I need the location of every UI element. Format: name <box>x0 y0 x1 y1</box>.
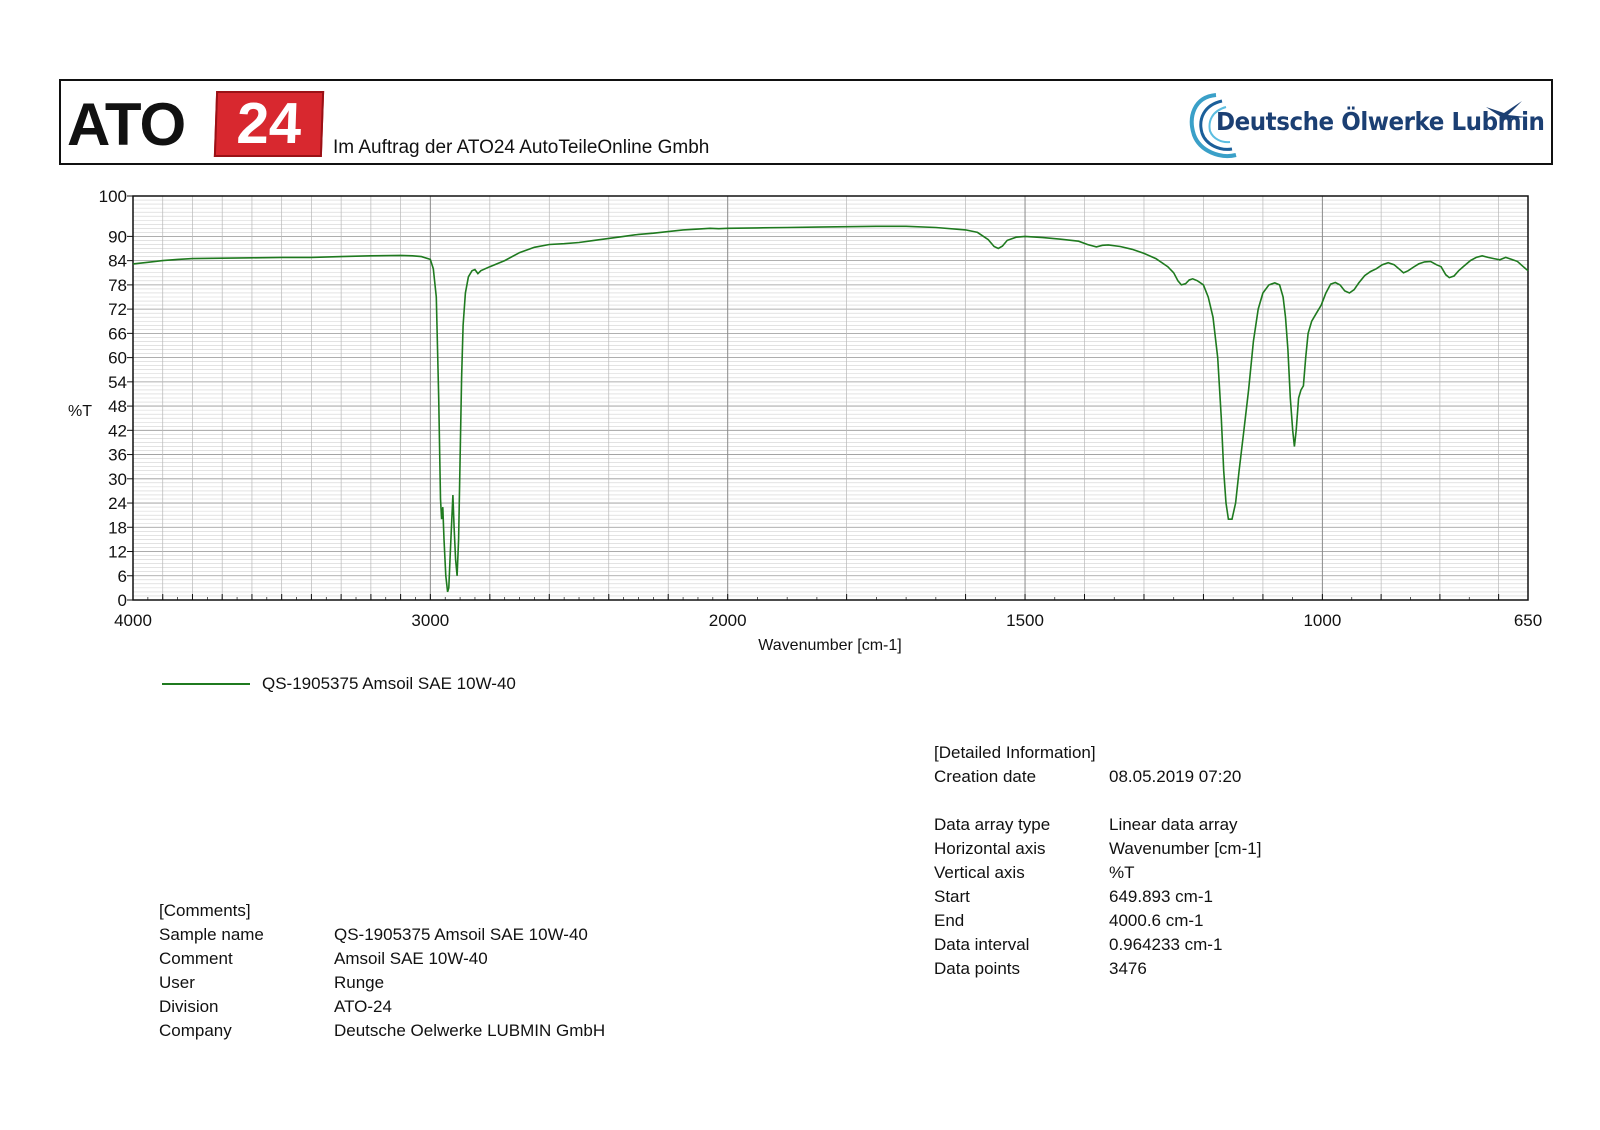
chart-grid-major <box>133 196 1528 600</box>
comments-row: Sample name QS-1905375 Amsoil SAE 10W-40 <box>159 923 659 947</box>
dolw-logo: Deutsche Ölwerke Lubmin <box>1186 87 1545 161</box>
details-row: Data array type Linear data array <box>934 813 1354 837</box>
legend-swatch <box>162 683 250 685</box>
y-tick-label: 90 <box>108 227 127 246</box>
comments-value: QS-1905375 Amsoil SAE 10W-40 <box>334 925 588 944</box>
comments-value: Amsoil SAE 10W-40 <box>334 949 488 968</box>
comments-key: Division <box>159 997 219 1016</box>
x-tick-label: 2000 <box>709 611 747 630</box>
chart-ticks <box>127 195 1500 601</box>
details-value: 08.05.2019 07:20 <box>1109 767 1242 786</box>
x-tick-label: 1000 <box>1303 611 1341 630</box>
ato-logo-number: 24 <box>213 91 325 157</box>
ir-spectrum-chart: 0 6 12 18 24 30 36 42 48 54 60 66 72 78 84 90 100 4000 30… <box>68 187 1542 654</box>
dolw-swirl-icon <box>1189 93 1526 158</box>
details-key: Start <box>934 887 970 906</box>
comments-row: Division ATO-24 <box>159 995 659 1019</box>
y-tick-label: 42 <box>108 421 127 440</box>
comments-key: Sample name <box>159 925 264 944</box>
x-tick-label: 4000 <box>114 611 152 630</box>
comments-row: Comment Amsoil SAE 10W-40 <box>159 947 659 971</box>
comments-value: Runge <box>334 973 385 992</box>
y-tick-label: 12 <box>108 543 127 562</box>
series-line-qs-1905375 <box>132 225 1529 593</box>
details-key: Vertical axis <box>934 863 1025 882</box>
details-row: Data interval 0.964233 cm-1 <box>934 933 1354 957</box>
details-row-creation-date: Creation date 08.05.2019 07:20 <box>934 765 1354 789</box>
details-heading: [Detailed Information] <box>934 743 1096 762</box>
ato24-logo: ATO 24 <box>67 89 329 161</box>
dolw-logo-text: Deutsche Ölwerke Lubmin <box>1216 107 1545 136</box>
x-tick-label: 1500 <box>1006 611 1044 630</box>
details-row: End 4000.6 cm-1 <box>934 909 1354 933</box>
y-tick-label: 72 <box>108 300 127 319</box>
y-tick-label: 66 <box>108 324 127 343</box>
y-tick-label: 54 <box>108 373 127 392</box>
y-tick-label: 60 <box>108 349 127 368</box>
ato-logo-text: ATO <box>67 91 186 158</box>
header-caption: Im Auftrag der ATO24 AutoTeileOnline Gmb… <box>333 137 710 158</box>
details-value: 4000.6 cm-1 <box>1109 911 1204 930</box>
details-row: Vertical axis %T <box>934 861 1354 885</box>
chart-grid-minor <box>133 199 1528 597</box>
comments-value: ATO-24 <box>334 997 392 1016</box>
comments-heading: [Comments] <box>159 901 251 920</box>
details-value: 649.893 cm-1 <box>1109 887 1213 906</box>
x-tick-label: 650 <box>1514 611 1542 630</box>
comments-section: [Comments] Sample name QS-1905375 Amsoil… <box>159 899 659 1043</box>
detailed-information: [Detailed Information] Creation date 08.… <box>934 741 1354 981</box>
y-tick-label: 84 <box>108 252 127 271</box>
x-tick-labels: 4000 3000 2000 1500 1000 650 <box>114 611 1542 630</box>
y-tick-labels: 0 6 12 18 24 30 36 42 48 54 60 66 72 78 84 90 100 <box>99 187 127 610</box>
y-tick-label: 6 <box>118 567 127 586</box>
y-tick-label: 78 <box>108 276 127 295</box>
details-value: 0.964233 cm-1 <box>1109 935 1223 954</box>
comments-row: User Runge <box>159 971 659 995</box>
details-value: %T <box>1109 863 1135 882</box>
y-tick-label: 30 <box>108 470 127 489</box>
details-key: Data points <box>934 959 1020 978</box>
legend-label: QS-1905375 Amsoil SAE 10W-40 <box>262 674 516 693</box>
details-key: Horizontal axis <box>934 839 1046 858</box>
plot-frame <box>132 195 1529 601</box>
details-row: Start 649.893 cm-1 <box>934 885 1354 909</box>
details-value: Wavenumber [cm-1] <box>1109 839 1262 858</box>
y-tick-label: 0 <box>118 591 127 610</box>
details-value: Linear data array <box>1109 815 1238 834</box>
details-key: Data array type <box>934 815 1051 834</box>
comments-value: Deutsche Oelwerke LUBMIN GmbH <box>334 1021 606 1040</box>
details-key: End <box>934 911 965 930</box>
details-key: Data interval <box>934 935 1030 954</box>
details-value: 3476 <box>1109 959 1147 978</box>
x-tick-label: 3000 <box>411 611 449 630</box>
comments-key: User <box>159 973 195 992</box>
x-axis-title: Wavenumber [cm-1] <box>758 637 901 654</box>
y-axis-title: %T <box>68 403 92 420</box>
comments-row: Company Deutsche Oelwerke LUBMIN GmbH <box>159 1019 659 1043</box>
y-tick-label: 100 <box>99 187 127 206</box>
comments-key: Company <box>159 1021 232 1040</box>
y-tick-label: 18 <box>108 518 127 537</box>
report-header: ATO 24 Im Auftrag der ATO24 AutoTeileOnl… <box>59 79 1553 165</box>
y-tick-label: 36 <box>108 446 127 465</box>
details-key: Creation date <box>934 767 1037 786</box>
y-tick-label: 24 <box>108 494 127 513</box>
details-row: Data points 3476 <box>934 957 1354 981</box>
comments-key: Comment <box>159 949 233 968</box>
details-row: Horizontal axis Wavenumber [cm-1] <box>934 837 1354 861</box>
y-tick-label: 48 <box>108 397 127 416</box>
